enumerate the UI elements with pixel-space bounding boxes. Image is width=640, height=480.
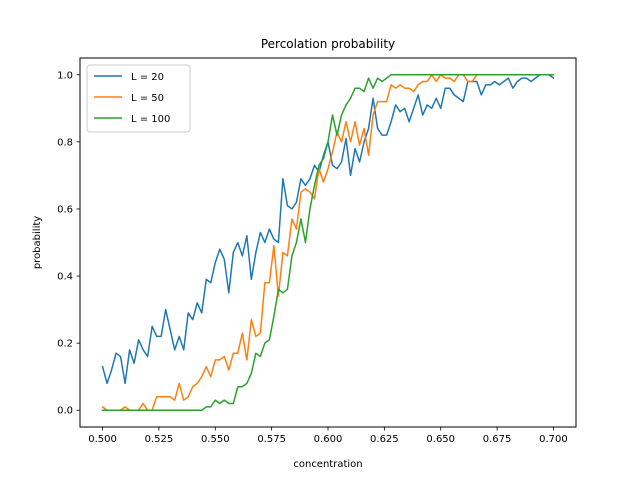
legend: L = 20 L = 50 L = 100 [86, 64, 191, 133]
legend-label-1: L = 50 [131, 93, 164, 104]
y-tick-label: 1.0 [57, 70, 73, 81]
x-tick-label: 0.700 [539, 434, 568, 445]
x-tick-label: 0.675 [483, 434, 512, 445]
ticks-layer: 0.500 0.525 0.550 0.575 0.600 0.625 0.650 0.675… [57, 70, 568, 445]
plot-frame [79, 57, 577, 428]
legend-box [86, 64, 191, 133]
x-tick-label: 0.625 [370, 434, 399, 445]
x-axis-label: concentration [293, 459, 362, 470]
legend-label-0: L = 20 [131, 72, 164, 83]
x-tick-label: 0.500 [88, 434, 117, 445]
x-tick-label: 0.600 [314, 434, 343, 445]
y-tick-label: 0.6 [57, 204, 73, 215]
x-tick-label: 0.575 [257, 434, 286, 445]
y-tick-label: 0.4 [57, 272, 73, 283]
x-tick-label: 0.525 [145, 434, 174, 445]
y-tick-label: 0.8 [57, 137, 73, 148]
legend-label-2: L = 100 [131, 114, 170, 125]
x-tick-label: 0.550 [201, 434, 230, 445]
chart-title: Percolation probability [261, 37, 395, 51]
y-axis-label: probability [32, 216, 43, 269]
x-tick-label: 0.650 [426, 434, 455, 445]
y-tick-label: 0.2 [57, 339, 73, 350]
y-tick-label: 0.0 [57, 406, 73, 417]
series-layer [101, 74, 555, 411]
series-line-2 [101, 74, 555, 411]
